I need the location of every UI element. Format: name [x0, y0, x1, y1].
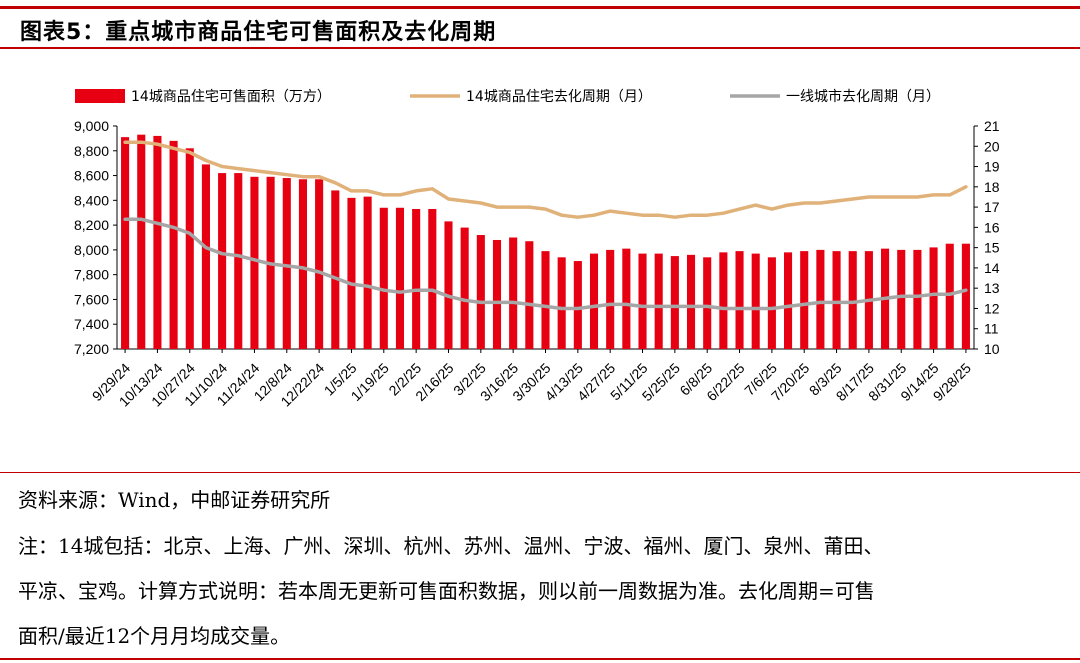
bar — [298, 179, 307, 349]
left-tick-label: 8,400 — [74, 192, 109, 208]
bar — [832, 251, 841, 349]
bar — [428, 209, 437, 349]
bar — [784, 252, 793, 349]
bar — [282, 178, 291, 349]
bar — [929, 247, 938, 349]
right-tick-label: 20 — [984, 138, 1000, 154]
bar — [767, 257, 776, 349]
bar — [800, 251, 809, 349]
left-tick-label: 7,200 — [74, 341, 109, 357]
legend-swatch — [75, 89, 125, 103]
page-title: 图表5：重点城市商品住宅可售面积及去化周期 — [20, 20, 497, 45]
bar — [250, 176, 259, 349]
left-tick-label: 8,600 — [74, 168, 109, 184]
bar — [331, 190, 340, 349]
bar — [444, 221, 453, 349]
left-tick-label: 8,800 — [74, 143, 109, 159]
x-tick-labels: 9/29/2410/13/2410/27/2411/10/2411/24/241… — [89, 349, 974, 410]
right-tick-label: 18 — [984, 179, 1000, 195]
bar — [945, 243, 954, 349]
note-line-1: 注：14城包括：北京、上海、广州、深圳、杭州、苏州、温州、宁波、福州、厦门、泉州… — [18, 534, 884, 558]
legend-label: 14城商品住宅去化周期（月） — [466, 89, 652, 105]
bar — [509, 237, 518, 349]
right-tick-label: 11 — [984, 321, 999, 337]
legend: 14城商品住宅可售面积（万方） 14城商品住宅去化周期（月） 一线城市去化周期（月） — [75, 88, 940, 105]
bar — [735, 251, 744, 349]
bar — [525, 241, 534, 349]
bar — [218, 173, 227, 349]
left-tick-label: 7,400 — [74, 316, 109, 332]
left-tick-label: 8,000 — [74, 242, 109, 258]
line-series — [123, 140, 968, 311]
bar — [913, 249, 922, 349]
line-tier1-destocking — [123, 217, 968, 311]
header-bottom-rule — [0, 47, 1080, 49]
bar — [703, 257, 712, 349]
bar — [460, 227, 469, 349]
bar — [137, 134, 146, 349]
bar — [557, 257, 566, 349]
bar — [719, 252, 728, 349]
right-tick-label: 19 — [984, 159, 1000, 175]
left-tick-label: 7,800 — [74, 267, 109, 283]
bar — [654, 253, 663, 349]
right-tick-label: 13 — [984, 280, 1000, 296]
note-line-3: 面积/最近12个月月均成交量。 — [18, 624, 291, 648]
bar — [185, 148, 194, 349]
bar — [573, 261, 582, 349]
bar — [315, 179, 324, 349]
legend-line-14-city-destocking: 14城商品住宅去化周期（月） — [410, 89, 652, 105]
legend-label: 14城商品住宅可售面积（万方） — [131, 89, 331, 105]
right-tick-label: 17 — [984, 199, 1000, 215]
bar — [169, 140, 178, 349]
note-line-2: 平凉、宝鸡。计算方式说明：若本周无更新可售面积数据，则以前一周数据为准。去化周期… — [18, 579, 875, 603]
header-top-rule — [0, 6, 1080, 9]
bar-series — [121, 134, 970, 349]
bar — [201, 164, 210, 349]
left-tick-label: 9,000 — [74, 118, 109, 134]
bar — [816, 249, 825, 349]
bar — [541, 251, 550, 349]
bar — [153, 135, 162, 349]
bar — [379, 207, 388, 349]
source-separator — [0, 472, 1080, 473]
right-tick-label: 15 — [984, 240, 1000, 256]
line-14-city-destocking — [123, 140, 968, 219]
right-tick-label: 10 — [984, 341, 1000, 357]
bar — [476, 235, 485, 349]
bar — [670, 256, 679, 349]
bar — [686, 254, 696, 349]
right-tick-label: 21 — [984, 118, 1000, 134]
right-tick-label: 12 — [984, 300, 1000, 316]
legend-label: 一线城市去化周期（月） — [786, 88, 940, 105]
bar — [412, 209, 421, 349]
source-text: 资料来源：Wind，中邮证券研究所 — [18, 488, 331, 512]
bar — [234, 173, 243, 349]
bar — [347, 197, 356, 349]
bar — [897, 249, 906, 349]
bar — [363, 196, 372, 349]
bar — [606, 249, 615, 349]
bar — [961, 243, 970, 349]
bar — [622, 248, 631, 349]
right-tick-label: 14 — [984, 260, 1000, 276]
bar — [638, 253, 647, 349]
bar — [589, 253, 599, 349]
chart-svg: 14城商品住宅可售面积（万方） 14城商品住宅去化周期（月） 一线城市去化周期（月）… — [74, 88, 1000, 410]
left-tick-label: 8,200 — [74, 217, 109, 233]
bar — [395, 207, 405, 349]
footer-rule — [0, 658, 1080, 660]
bar — [121, 137, 130, 349]
right-tick-label: 16 — [984, 219, 1000, 235]
legend-bar-14-city-area: 14城商品住宅可售面积（万方） — [75, 89, 331, 105]
bar — [492, 239, 502, 349]
bar — [848, 251, 857, 349]
axes: 7,200 7,400 7,600 7,800 8,000 8,200 8,400 8,600… — [74, 118, 1000, 357]
left-tick-label: 7,600 — [74, 291, 109, 307]
bar — [751, 253, 760, 349]
legend-line-tier1-destocking: 一线城市去化周期（月） — [730, 88, 940, 105]
